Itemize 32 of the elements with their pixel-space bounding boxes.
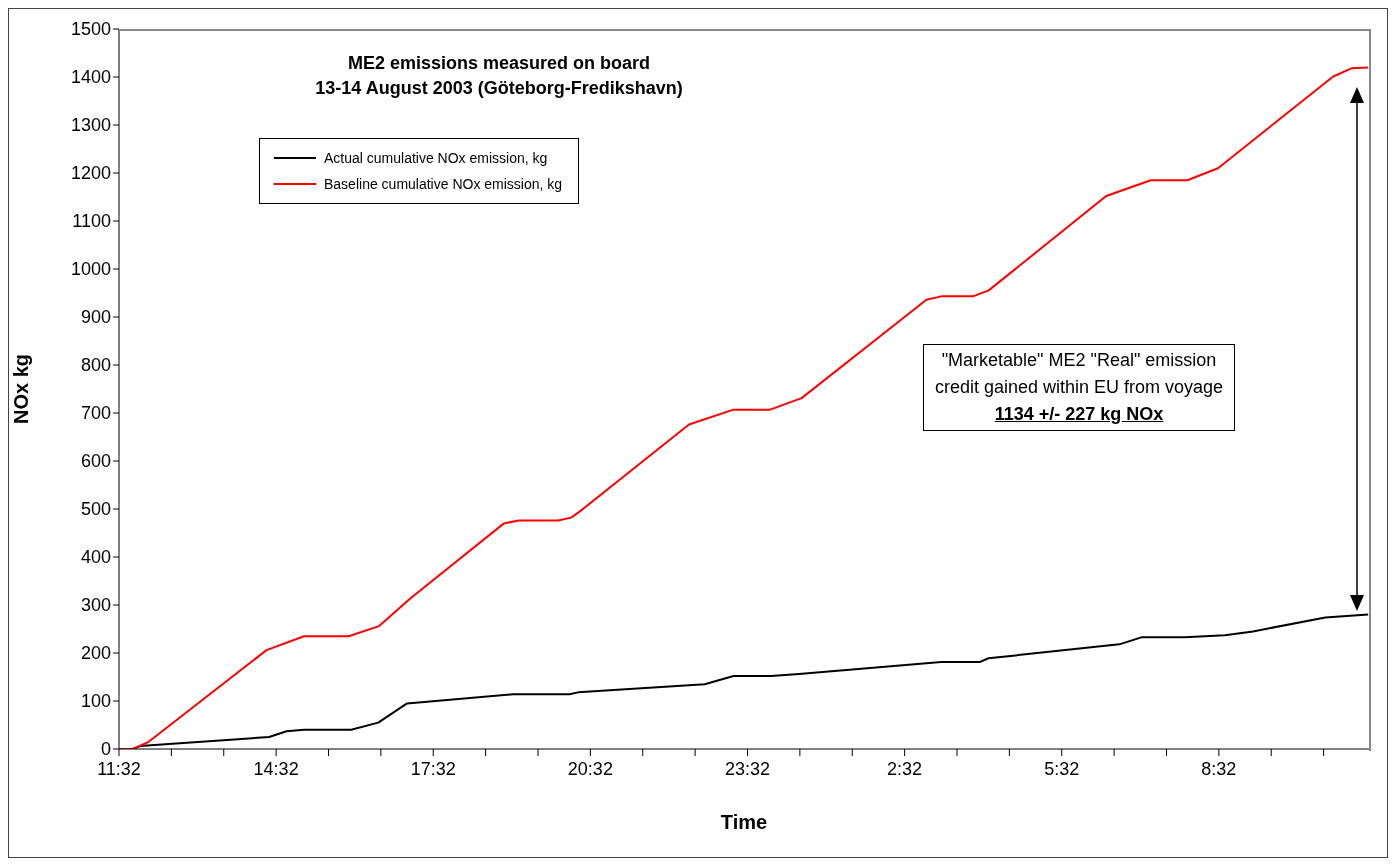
text: 13-14 August 2003 (Göteborg-Fredikshavn) xyxy=(314,77,684,100)
x-tick-label: 11:32 xyxy=(97,758,141,779)
x-tick-label: 17:32 xyxy=(410,758,456,779)
y-axis-title: NOx kg xyxy=(10,353,33,425)
x-tick-label: 14:32 xyxy=(253,758,299,779)
x-axis-title: Time xyxy=(720,811,768,833)
y-tick-label: 1000 xyxy=(70,259,111,280)
y-tick-label: 800 xyxy=(80,355,111,376)
x-tick-label: 8:32 xyxy=(1201,758,1237,779)
y-tick-label: 1100 xyxy=(72,211,111,232)
y-tick-label: 1400 xyxy=(70,67,111,88)
text: ME2 emissions measured on board xyxy=(346,52,652,75)
y-tick-label: 200 xyxy=(80,643,111,664)
legend-label: Actual cumulative NOx emission, kg xyxy=(324,150,548,166)
y-tick-label: 700 xyxy=(80,403,111,424)
y-tick-label: 900 xyxy=(80,307,111,328)
annotation: 1134 +/- 227 kg NOx xyxy=(993,403,1165,426)
y-tick-label: 500 xyxy=(80,499,111,520)
x-tick-label: 2:32 xyxy=(887,758,923,779)
x-tick-label: 20:32 xyxy=(567,758,613,779)
y-tick-label: 600 xyxy=(80,451,111,472)
annotation: "Marketable" ME2 "Real" emission credit gained within EU from voyage xyxy=(933,349,1225,399)
y-tick-label: 1300 xyxy=(70,115,111,136)
y-tick-label: 0 xyxy=(100,739,111,760)
legend-label: Baseline cumulative NOx emission, kg xyxy=(324,176,563,192)
x-tick-label: 5:32 xyxy=(1044,758,1080,779)
y-tick-label: 100 xyxy=(80,691,111,712)
y-tick-label: 1200 xyxy=(70,163,111,184)
x-tick-label: 23:32 xyxy=(724,758,771,779)
y-tick-label: 300 xyxy=(80,595,111,616)
y-tick-label: 400 xyxy=(80,547,111,568)
y-tick-label: 1500 xyxy=(70,19,111,40)
